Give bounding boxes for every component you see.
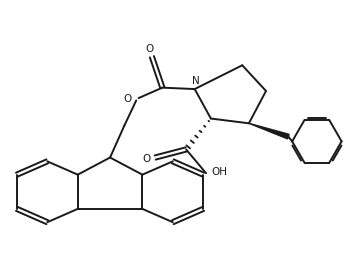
Text: O: O xyxy=(124,94,132,103)
Text: O: O xyxy=(142,154,151,165)
Text: N: N xyxy=(192,76,200,87)
Polygon shape xyxy=(249,123,289,139)
Text: O: O xyxy=(146,44,154,54)
Text: OH: OH xyxy=(212,167,227,177)
